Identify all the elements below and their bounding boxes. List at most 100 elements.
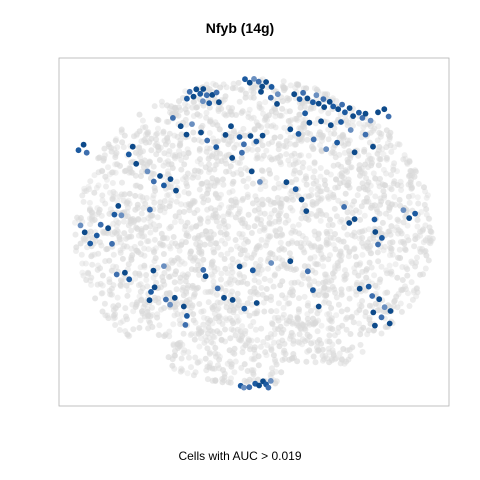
background-cell-point (133, 132, 140, 139)
background-cell-point (142, 139, 149, 146)
background-cell-point (386, 207, 393, 213)
background-cell-point (214, 328, 221, 335)
background-cell-point (226, 279, 233, 286)
background-cell-point (172, 104, 179, 111)
background-cell-point (366, 316, 373, 323)
background-cell-point (211, 182, 218, 189)
background-cell-point (395, 291, 402, 297)
background-cell-point (280, 326, 287, 333)
background-cell-point (267, 170, 273, 177)
background-cell-point (95, 169, 102, 176)
background-cell-point (261, 276, 268, 282)
background-cell-point (113, 150, 120, 156)
background-cell-point (191, 136, 198, 143)
background-cell-point (99, 272, 106, 279)
background-cell-point (220, 181, 227, 188)
background-cell-point (137, 240, 144, 247)
background-cell-point (271, 331, 278, 337)
background-cell-point (94, 266, 101, 273)
background-cell-point (170, 152, 176, 159)
background-cell-point (203, 148, 210, 155)
background-cell-point (115, 219, 122, 226)
background-cell-point (266, 251, 273, 258)
background-cell-point (378, 263, 385, 270)
background-cell-point (422, 265, 429, 272)
background-cell-point (231, 369, 238, 376)
background-cell-point (307, 255, 314, 262)
background-cell-point (323, 212, 330, 219)
background-cell-point (291, 168, 298, 174)
background-cell-point (333, 355, 340, 362)
background-cell-point (397, 202, 404, 209)
background-cell-point (332, 289, 339, 296)
background-cell-point (226, 347, 233, 354)
background-cell-point (141, 301, 148, 308)
background-cell-point (187, 225, 194, 232)
background-cell-point (143, 272, 150, 278)
background-cell-point (130, 308, 137, 315)
background-cell-point (298, 244, 305, 250)
background-cell-point (281, 124, 288, 131)
background-cell-point (304, 302, 311, 309)
background-cell-point (333, 213, 340, 220)
background-cell-point (318, 340, 325, 347)
background-cell-point (357, 172, 363, 179)
background-cell-point (152, 255, 159, 262)
background-cell-point (296, 230, 303, 237)
background-cell-point (249, 146, 256, 153)
background-cell-point (271, 134, 278, 141)
background-cell-point (149, 170, 156, 177)
background-cell-point (337, 360, 344, 367)
background-cell-point (183, 109, 190, 116)
background-cell-point (125, 197, 132, 204)
background-cell-point (237, 217, 244, 224)
background-cell-point (124, 331, 131, 338)
background-cell-point (237, 166, 244, 173)
background-cell-point (340, 219, 347, 226)
background-cell-point (367, 182, 374, 189)
background-cell-point (268, 293, 274, 300)
background-cell-point (140, 216, 147, 223)
background-cell-point (257, 343, 264, 350)
background-cell-point (86, 199, 93, 206)
background-cell-point (172, 155, 178, 162)
background-cell-point (247, 323, 254, 330)
background-cell-point (132, 270, 139, 277)
background-cell-point (274, 194, 281, 201)
highlighted-cell-point (362, 110, 369, 117)
background-cell-point (107, 189, 113, 196)
background-cell-point (190, 317, 197, 324)
background-cell-point (136, 324, 143, 331)
background-cell-point (335, 338, 342, 345)
background-cell-point (405, 173, 412, 179)
background-cell-point (72, 219, 78, 226)
background-cell-point (76, 216, 82, 223)
background-cell-point (415, 180, 422, 187)
background-cell-point (165, 191, 172, 198)
background-cell-point (151, 103, 158, 110)
background-cell-point (371, 125, 378, 132)
background-cell-point (370, 170, 377, 177)
background-cell-point (267, 331, 274, 337)
highlighted-cell-point (300, 89, 306, 96)
background-cell-point (311, 168, 318, 175)
background-cell-point (336, 350, 343, 357)
background-cell-point (394, 216, 401, 223)
background-cell-point (345, 176, 352, 183)
background-cell-point (332, 154, 339, 161)
background-cell-point (247, 288, 254, 295)
background-cell-point (175, 345, 182, 351)
background-cell-point (216, 223, 223, 230)
background-cell-point (368, 160, 375, 166)
background-cell-point (289, 207, 296, 214)
background-cell-point (318, 188, 325, 195)
background-cell-point (246, 337, 252, 344)
background-cell-point (302, 235, 309, 242)
background-cell-point (174, 133, 181, 140)
background-cell-point (263, 295, 270, 302)
background-cell-point (332, 184, 339, 191)
background-cell-point (152, 226, 159, 233)
background-cell-point (223, 112, 229, 119)
highlighted-cell-point (206, 100, 213, 107)
background-cell-point (177, 321, 184, 328)
